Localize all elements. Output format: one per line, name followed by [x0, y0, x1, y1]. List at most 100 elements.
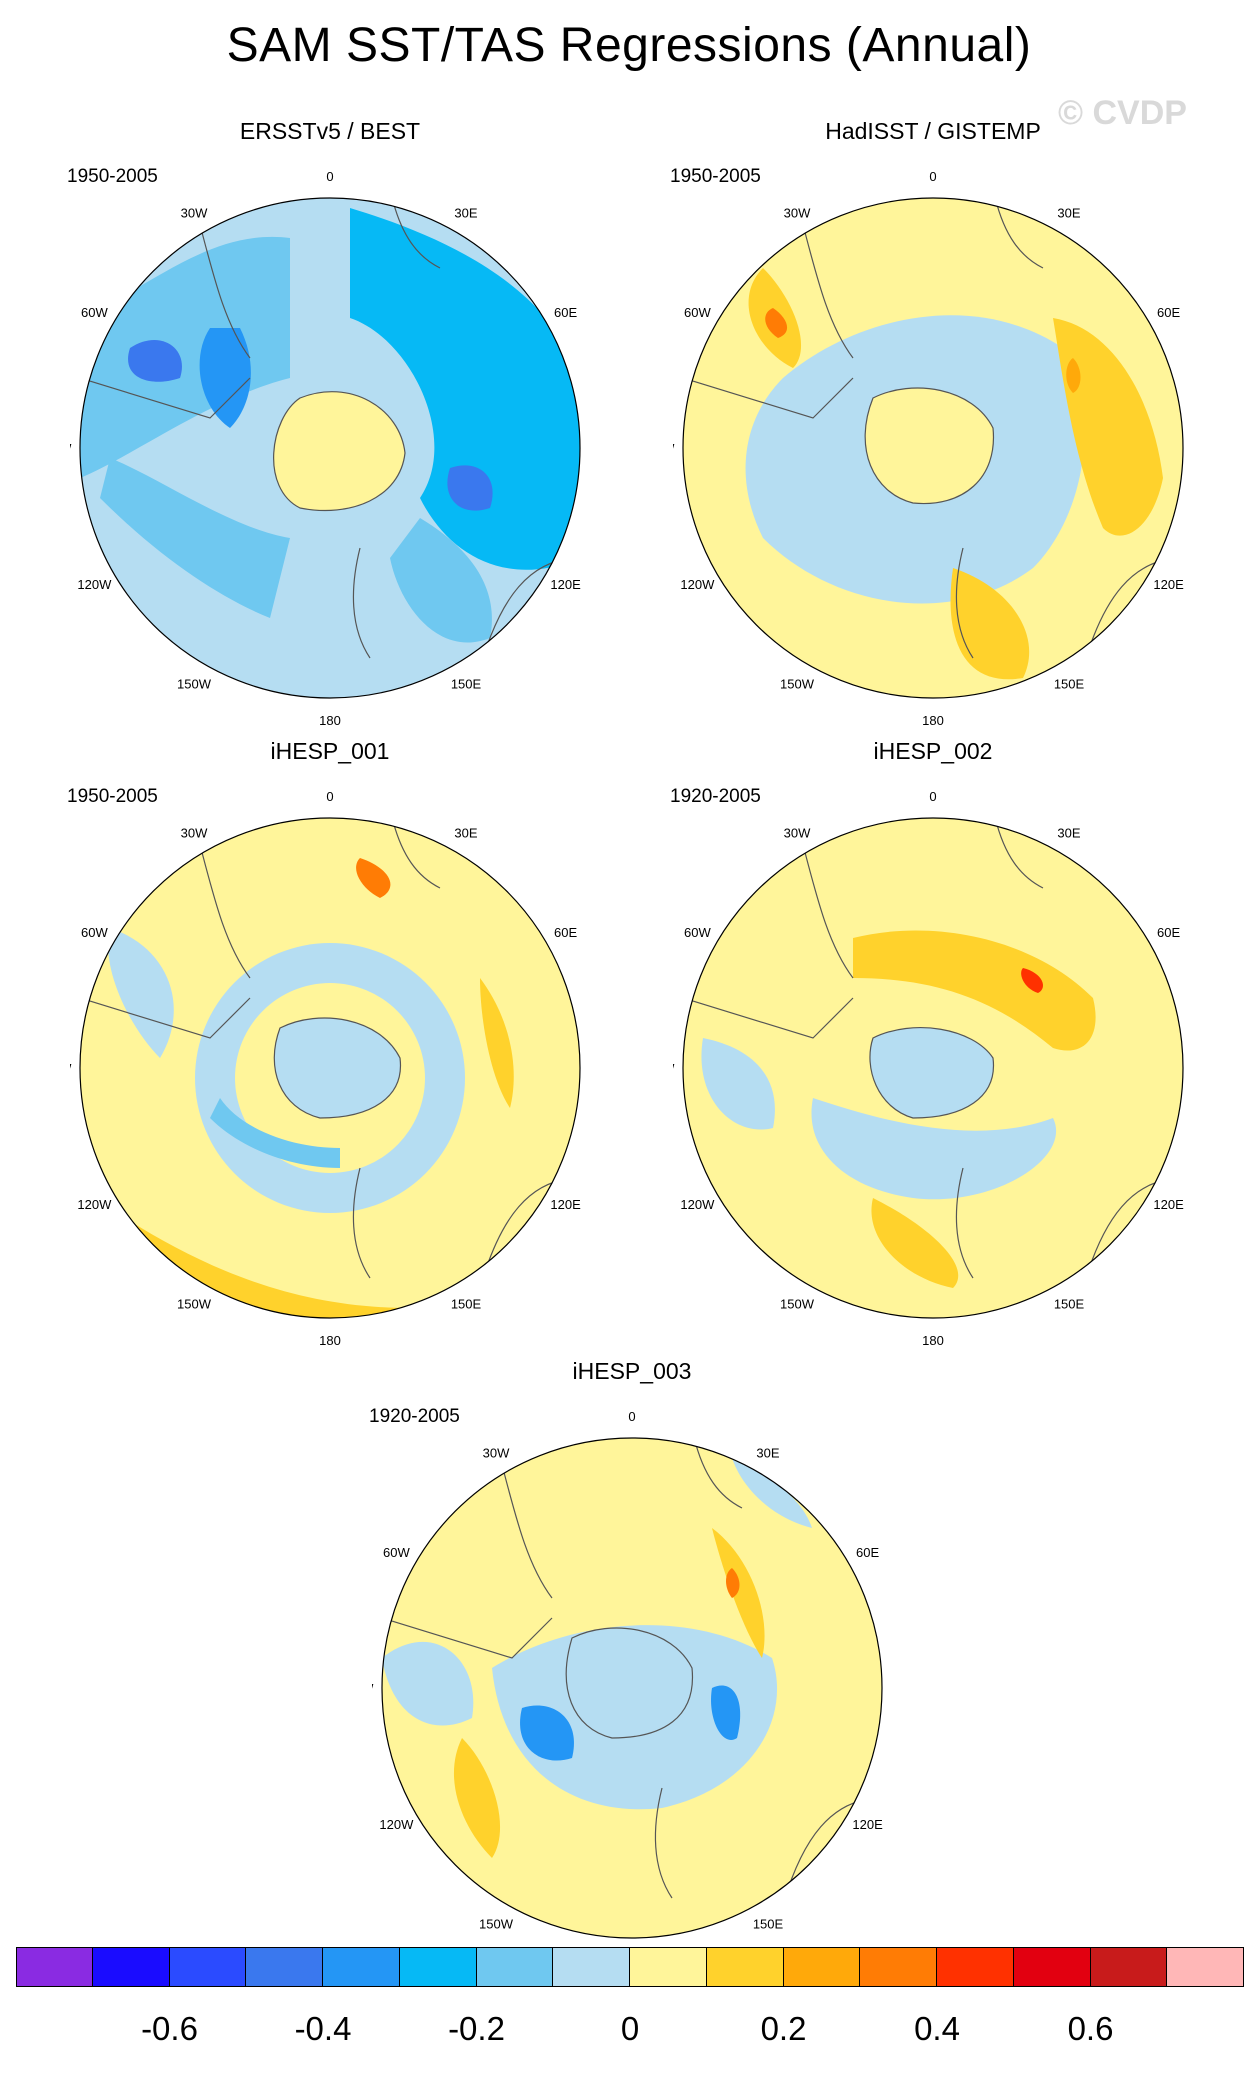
longitude-label: 120W — [77, 577, 112, 592]
colorbar-box — [323, 1947, 400, 1987]
longitude-label: 90W — [673, 441, 675, 456]
colorbar-box — [553, 1947, 630, 1987]
panel-title: iHESP_002 — [873, 738, 993, 764]
longitude-label: 60W — [684, 305, 711, 320]
longitude-label: 150E — [1054, 1297, 1085, 1312]
longitude-label: 0 — [929, 169, 936, 184]
longitude-label: 60W — [81, 305, 108, 320]
colorbar-box — [169, 1947, 247, 1987]
longitude-label: 120E — [1153, 577, 1184, 592]
colorbar-box — [937, 1947, 1014, 1987]
colorbar-box — [783, 1947, 861, 1987]
longitude-label: 30E — [454, 205, 477, 220]
longitude-label: 0 — [628, 1409, 635, 1424]
longitude-label: 180 — [922, 1333, 944, 1348]
colorbar-tick-label: -0.4 — [294, 2010, 352, 2047]
panel-period: 1920-2005 — [670, 786, 761, 807]
colorbar-box — [706, 1947, 784, 1987]
longitude-label: 30E — [756, 1445, 779, 1460]
longitude-label: 120W — [77, 1197, 112, 1212]
longitude-label: 120W — [680, 577, 715, 592]
colorbar-tick-label: -0.6 — [141, 2010, 198, 2047]
map-panel-5: iHESP_003 1920-2005 030E60E90E120E150E18… — [369, 1358, 892, 1978]
colorbar-box — [1090, 1947, 1168, 1987]
colorbar-box — [246, 1947, 323, 1987]
map-panel-1: ERSSTv5 / BEST 1950-2005 030E60E90E120E1… — [67, 118, 590, 738]
polar-map: 030E60E90E120E150E180150W120W90W60W30W — [70, 789, 581, 1348]
panel-period: 1950-2005 — [670, 166, 761, 187]
longitude-label: 30W — [784, 205, 811, 220]
panel-title: HadISST / GISTEMP — [825, 118, 1041, 144]
longitude-label: 120W — [680, 1197, 715, 1212]
longitude-label: 120E — [1153, 1197, 1184, 1212]
longitude-label: 0 — [326, 789, 333, 804]
watermark: © CVDP — [1058, 94, 1187, 132]
panel-period: 1950-2005 — [67, 786, 158, 807]
colorbar-tick-label: 0 — [620, 2010, 640, 2047]
longitude-label: 150E — [451, 1297, 482, 1312]
longitude-label: 150E — [753, 1917, 784, 1932]
colorbar-frame — [16, 1947, 1244, 1987]
longitude-label: 90W — [70, 1061, 72, 1076]
colorbar-box — [630, 1947, 707, 1987]
map-panel-4: iHESP_002 1920-2005 030E60E90E120E150E18… — [670, 738, 1193, 1358]
longitude-label: 150W — [780, 677, 815, 692]
panel-title: ERSSTv5 / BEST — [239, 118, 421, 144]
longitude-label: 60E — [1157, 305, 1180, 320]
colorbar-tick-label: -0.2 — [448, 2010, 505, 2047]
longitude-label: 180 — [319, 1333, 341, 1348]
longitude-label: 30E — [454, 825, 477, 840]
colorbar-box — [1013, 1947, 1091, 1987]
longitude-label: 150E — [1054, 677, 1085, 692]
longitude-label: 30E — [1057, 205, 1080, 220]
panel-title: iHESP_001 — [270, 738, 390, 764]
colorbar-box — [1167, 1947, 1244, 1987]
longitude-label: 150W — [780, 1297, 815, 1312]
longitude-label: 60E — [1157, 925, 1180, 940]
longitude-label: 90W — [372, 1681, 374, 1696]
colorbar-box — [399, 1947, 477, 1987]
longitude-label: 120W — [379, 1817, 414, 1832]
panel-title: iHESP_003 — [572, 1358, 692, 1384]
longitude-label: 120E — [550, 577, 581, 592]
longitude-label: 150W — [177, 1297, 212, 1312]
longitude-label: 0 — [929, 789, 936, 804]
colorbar-box — [860, 1947, 937, 1987]
longitude-label: 150W — [177, 677, 212, 692]
longitude-label: 60E — [554, 925, 577, 940]
longitude-label: 120E — [550, 1197, 581, 1212]
longitude-label: 60W — [383, 1545, 410, 1560]
longitude-label: 60E — [856, 1545, 879, 1560]
longitude-label: 30W — [483, 1445, 510, 1460]
longitude-label: 60W — [81, 925, 108, 940]
longitude-label: 60E — [554, 305, 577, 320]
longitude-label: 30W — [784, 825, 811, 840]
longitude-label: 30W — [181, 205, 208, 220]
longitude-label: 30W — [181, 825, 208, 840]
longitude-label: 90W — [673, 1061, 675, 1076]
longitude-label: 180 — [922, 713, 944, 728]
map-panel-3: iHESP_001 1950-2005 030E60E90E120E150E18… — [67, 738, 590, 1358]
map-panel-2: HadISST / GISTEMP 1950-2005 030E60E90E12… — [670, 118, 1193, 738]
longitude-label: 180 — [319, 713, 341, 728]
polar-map: 030E60E90E120E150E180150W120W90W60W30W — [673, 169, 1184, 728]
longitude-label: 120E — [852, 1817, 883, 1832]
longitude-label: 0 — [326, 169, 333, 184]
longitude-label: 30E — [1057, 825, 1080, 840]
polar-map: 030E60E90E120E150E180150W120W90W60W30W — [372, 1409, 883, 1968]
figure-title: SAM SST/TAS Regressions (Annual) — [226, 19, 1032, 72]
colorbar — [16, 1947, 1244, 1987]
longitude-label: 90W — [70, 441, 72, 456]
colorbar-tick-label: 0.6 — [1067, 2010, 1114, 2047]
colorbar-box — [476, 1947, 554, 1987]
colorbar-tick-label: 0.2 — [760, 2010, 807, 2047]
panel-period: 1920-2005 — [369, 1406, 460, 1427]
polar-map: 030E60E90E120E150E180150W120W90W60W30W — [673, 789, 1184, 1348]
longitude-label: 150W — [479, 1917, 514, 1932]
polar-map: 030E60E90E120E150E180150W120W90W60W30W — [70, 169, 581, 728]
colorbar-tick-label: 0.4 — [914, 2010, 960, 2047]
longitude-label: 150E — [451, 677, 482, 692]
longitude-label: 60W — [684, 925, 711, 940]
panel-period: 1950-2005 — [67, 166, 158, 187]
colorbar-box — [16, 1947, 93, 1987]
